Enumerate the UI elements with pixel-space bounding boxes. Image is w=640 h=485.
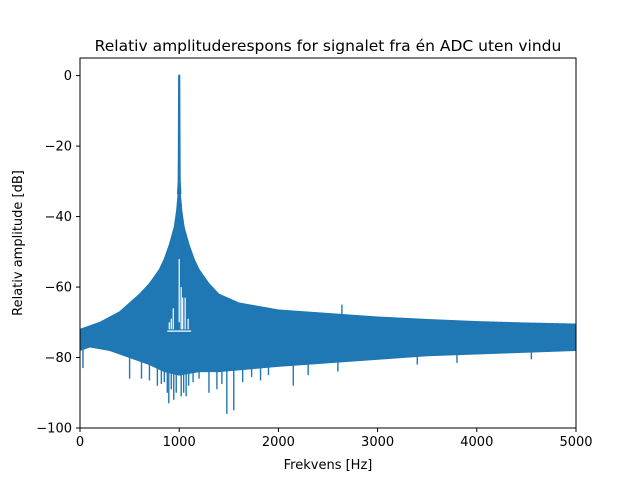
x-tick-label: 0 xyxy=(76,435,84,450)
y-tick-label: 0 xyxy=(64,69,72,84)
plot-frame xyxy=(79,57,577,429)
x-axis: 0 1000 2000 3000 4000 5000 xyxy=(76,428,593,450)
y-tick-label: −100 xyxy=(36,422,72,437)
x-tick-label: 3000 xyxy=(361,435,394,450)
x-tick-label: 1000 xyxy=(163,435,196,450)
plot-area xyxy=(80,74,576,414)
y-tick-label: −40 xyxy=(45,210,72,225)
y-tick-label: −80 xyxy=(45,351,72,366)
x-tick-label: 2000 xyxy=(262,435,295,450)
x-axis-label: Frekvens [Hz] xyxy=(284,458,373,473)
chart-title: Relativ amplituderespons for signalet fr… xyxy=(95,37,562,55)
spectrum-series xyxy=(80,74,576,414)
y-tick-label: −60 xyxy=(45,281,72,296)
y-axis-label: Relativ amplitude [dB] xyxy=(11,170,26,316)
spectrum-band xyxy=(80,75,576,376)
y-tick-label: −20 xyxy=(45,140,72,155)
y-axis: 0 −20 −40 −60 −80 −100 xyxy=(36,69,80,437)
x-tick-label: 4000 xyxy=(460,435,493,450)
x-tick-label: 5000 xyxy=(559,435,592,450)
